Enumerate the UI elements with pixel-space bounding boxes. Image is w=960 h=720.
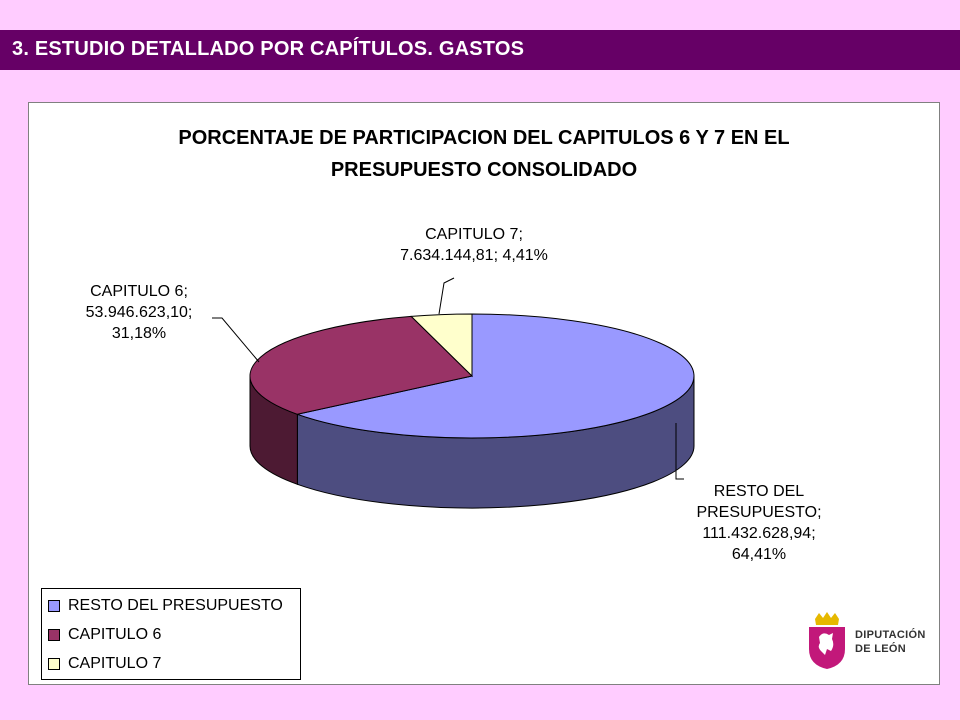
header-bar: 3. ESTUDIO DETALLADO POR CAPÍTULOS. GAST… bbox=[0, 30, 960, 70]
data-label-line: CAPITULO 7; bbox=[425, 226, 523, 243]
logo-text-line-2: DE LEÓN bbox=[855, 643, 906, 655]
chart-frame: PORCENTAJE DE PARTICIPACION DEL CAPITULO… bbox=[28, 102, 940, 685]
data-label-line: 64,41% bbox=[731, 546, 787, 563]
page-title: 3. ESTUDIO DETALLADO POR CAPÍTULOS. GAST… bbox=[12, 38, 525, 60]
pie-slice-0 bbox=[295, 313, 695, 439]
legend-item-resto: RESTO DEL PRESUPUESTO bbox=[48, 595, 283, 617]
chart-legend: RESTO DEL PRESUPUESTO CAPITULO 6 CAPITUL… bbox=[41, 588, 301, 680]
legend-label: CAPITULO 6 bbox=[68, 626, 162, 643]
leader-line bbox=[212, 317, 260, 363]
diputacion-leon-logo: DIPUTACIÓN DE LEÓN bbox=[805, 611, 935, 671]
data-label-line: CAPITULO 6; bbox=[90, 283, 188, 300]
legend-item-capitulo-6: CAPITULO 6 bbox=[48, 624, 161, 646]
data-label-capitulo-7: CAPITULO 7; 7.634.144,81; 4,41% bbox=[384, 224, 564, 266]
pie-slice-2 bbox=[410, 313, 473, 378]
data-label-line: RESTO DEL bbox=[713, 483, 805, 500]
data-label-resto: RESTO DEL PRESUPUESTO; 111.432.628,94; 6… bbox=[674, 481, 844, 565]
pie-chart bbox=[212, 277, 695, 509]
legend-swatch bbox=[48, 658, 60, 670]
coat-of-arms-icon bbox=[809, 612, 845, 669]
pie-slice-1 bbox=[249, 315, 474, 415]
logo-text-line-1: DIPUTACIÓN bbox=[855, 629, 926, 641]
leader-line bbox=[438, 277, 455, 315]
legend-swatch bbox=[48, 600, 60, 612]
legend-label: CAPITULO 7 bbox=[68, 655, 162, 672]
data-label-line: 53.946.623,10; bbox=[85, 304, 193, 321]
chart-title-line-1: PORCENTAJE DE PARTICIPACION DEL CAPITULO… bbox=[178, 127, 790, 149]
data-label-line: 111.432.628,94; bbox=[702, 525, 816, 542]
leader-line bbox=[675, 423, 684, 480]
data-label-line: 31,18% bbox=[111, 325, 167, 342]
legend-swatch bbox=[48, 629, 60, 641]
data-label-line: PRESUPUESTO; bbox=[696, 504, 822, 521]
legend-item-capitulo-7: CAPITULO 7 bbox=[48, 653, 161, 675]
data-label-capitulo-6: CAPITULO 6; 53.946.623,10; 31,18% bbox=[69, 281, 209, 344]
chart-title-line-2: PRESUPUESTO CONSOLIDADO bbox=[330, 159, 638, 181]
legend-label: RESTO DEL PRESUPUESTO bbox=[68, 597, 283, 614]
data-label-line: 7.634.144,81; 4,41% bbox=[400, 247, 548, 264]
